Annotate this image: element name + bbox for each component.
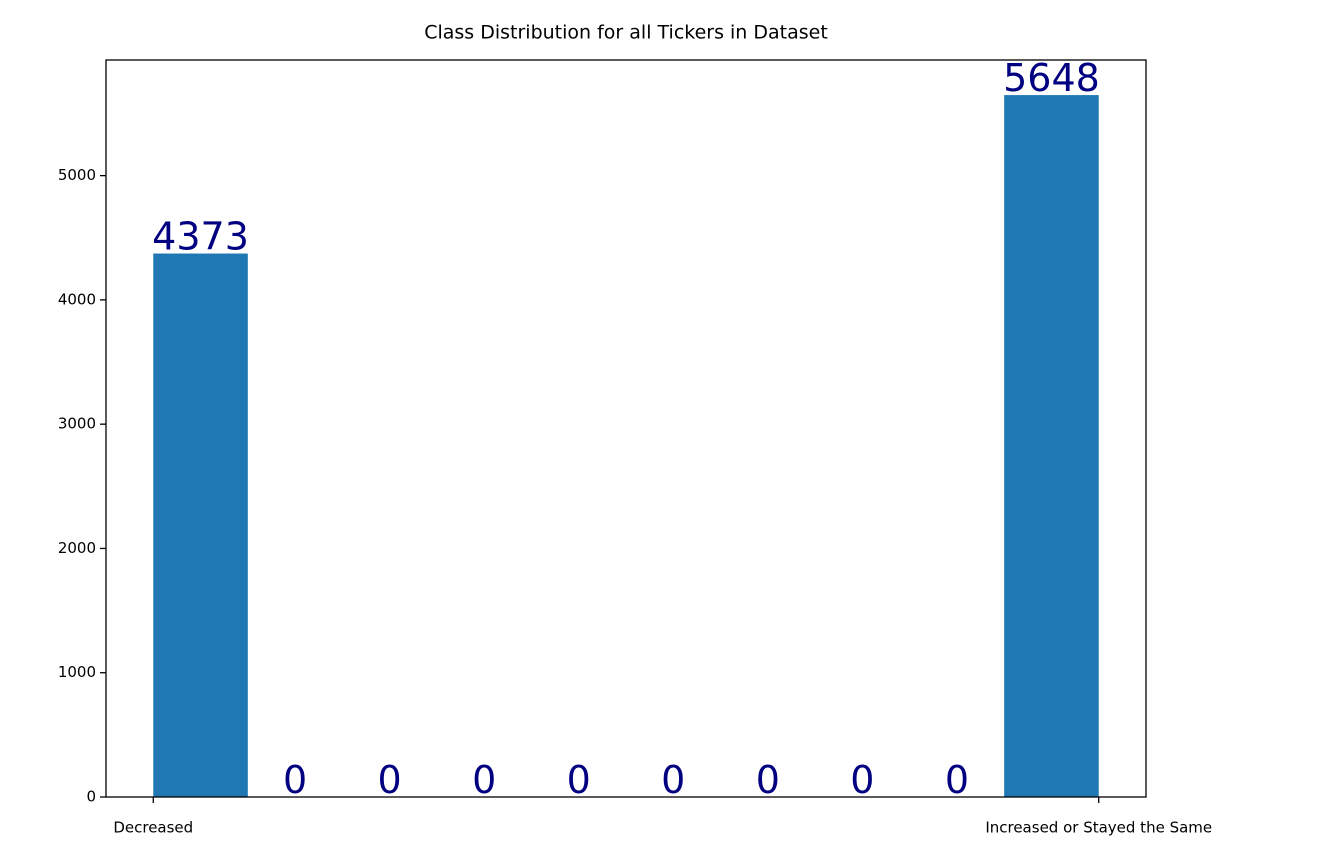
x-tick-label: Decreased [113, 819, 193, 837]
bar [153, 253, 248, 797]
y-tick-label: 3000 [58, 415, 96, 433]
bar [1004, 95, 1099, 798]
data-label: 0 [661, 758, 685, 802]
y-tick-label: 1000 [58, 663, 96, 681]
data-label: 0 [472, 758, 496, 802]
data-label: 0 [850, 758, 874, 802]
axes-frame [105, 59, 1147, 798]
data-label: 5648 [1003, 56, 1100, 100]
x-tick-label: Increased or Stayed the Same [985, 819, 1212, 837]
y-tick-label: 4000 [58, 290, 96, 308]
data-label: 0 [567, 758, 591, 802]
y-tick-label: 5000 [58, 166, 96, 184]
data-label: 0 [945, 758, 969, 802]
data-label: 0 [756, 758, 780, 802]
data-label: 0 [378, 758, 402, 802]
data-label: 4373 [152, 215, 249, 259]
y-tick-label: 0 [86, 788, 96, 806]
data-label: 0 [283, 758, 307, 802]
y-tick-label: 2000 [58, 539, 96, 557]
chart-title: Class Distribution for all Tickers in Da… [424, 22, 828, 44]
